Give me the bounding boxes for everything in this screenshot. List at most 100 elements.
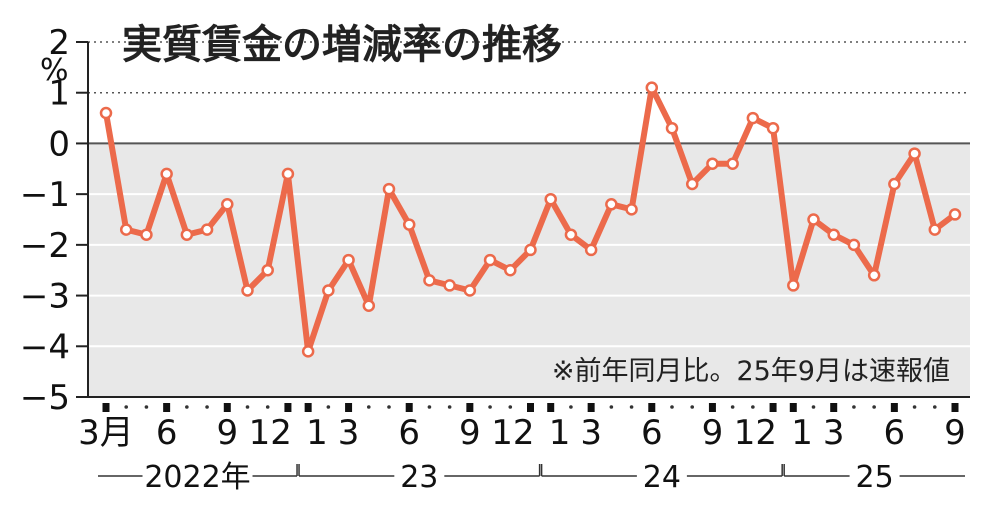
data-point (948, 208, 962, 221)
data-point (645, 81, 659, 94)
x-major-tick (527, 403, 534, 412)
data-point (544, 192, 557, 206)
x-minor-tick (912, 405, 917, 409)
x-major-tick (547, 403, 555, 412)
data-point (726, 157, 739, 170)
x-minor-tick (932, 405, 937, 409)
data-point (180, 228, 194, 241)
x-minor-tick (852, 405, 856, 409)
x-major-tick (223, 403, 231, 412)
negative-region-background (88, 143, 970, 397)
data-point (867, 269, 881, 282)
data-point (362, 299, 376, 312)
x-minor-tick (124, 405, 129, 409)
x-minor-tick (670, 405, 674, 409)
x-tick-labels: 3月 6 9 12 1 3 6 9 12 1 3 6 9 12 1 3 6 9 (78, 403, 966, 453)
data-point (827, 228, 840, 241)
x-major-tick (951, 403, 959, 412)
data-point (625, 203, 638, 216)
data-point (483, 253, 497, 267)
year-label: 23 (400, 460, 438, 495)
data-point (281, 167, 295, 181)
data-point (847, 238, 861, 252)
data-point (665, 121, 679, 135)
year-label: 2022年 (144, 460, 250, 495)
data-point (99, 106, 113, 120)
data-point (928, 223, 942, 236)
x-major-tick (890, 403, 898, 412)
x-minor-tick (205, 405, 209, 409)
y-tick-label: −3 (20, 277, 70, 317)
year-label: 24 (643, 460, 681, 495)
x-tick-label: 12 (249, 413, 292, 453)
chart-note: ※前年同月比。25年9月は速報値 (552, 356, 950, 387)
x-major-tick (284, 403, 292, 412)
axes (76, 41, 970, 409)
x-major-tick (345, 403, 353, 412)
chart-title: 実質賃金の増減率の推移 (122, 22, 562, 68)
y-tick-labels: 2 1 0 −1 −2 −3 −4 −5 (20, 23, 70, 418)
x-minor-tick (730, 405, 735, 409)
x-minor-tick (488, 405, 492, 409)
x-tick-label: 3 (823, 413, 845, 453)
data-point (787, 279, 800, 292)
x-minor-tick (609, 405, 614, 409)
x-tick-label: 9 (702, 413, 724, 453)
y-unit-label: % (40, 53, 69, 88)
x-tick-label: 9 (459, 413, 481, 453)
x-minor-tick (144, 405, 149, 409)
x-minor-tick (185, 405, 189, 409)
x-tick-label: 12 (491, 413, 534, 453)
data-point (706, 157, 719, 170)
data-point (301, 345, 315, 358)
data-point (119, 223, 133, 236)
x-tick-label: 1 (549, 413, 571, 453)
x-minor-tick (427, 405, 432, 409)
data-point (443, 279, 456, 292)
data-point (463, 284, 477, 297)
data-point (382, 182, 396, 196)
plot-background (88, 143, 970, 397)
x-tick-label: 6 (398, 413, 420, 453)
x-tick-label: 3月 (78, 413, 134, 453)
data-point (402, 218, 416, 231)
x-tick-label: 6 (156, 413, 178, 453)
x-major-tick (769, 403, 777, 412)
x-tick-label: 9 (944, 413, 966, 453)
x-tick-label: 1 (306, 413, 328, 453)
data-point (685, 177, 699, 191)
y-tick-label: 2 (48, 23, 70, 63)
data-point (221, 198, 234, 211)
data-point (807, 213, 820, 226)
data-point (140, 228, 153, 241)
x-minor-tick (508, 405, 513, 409)
year-label: 25 (855, 460, 893, 495)
y-tick-label: −2 (20, 226, 70, 266)
x-major-tick (830, 403, 838, 412)
x-major-tick (405, 403, 413, 412)
x-major-tick (304, 403, 312, 412)
x-major-tick (466, 403, 474, 412)
x-major-tick (708, 403, 716, 412)
y-tick-label: −5 (20, 378, 70, 418)
data-point (342, 253, 355, 267)
y-tick-label: −1 (20, 175, 70, 215)
data-point (564, 228, 578, 241)
x-minor-tick (751, 405, 755, 409)
data-point (322, 284, 335, 297)
x-minor-tick (387, 405, 391, 409)
x-major-tick (648, 403, 656, 412)
x-tick-label: 6 (884, 413, 906, 453)
data-point (888, 177, 901, 191)
x-minor-tick (569, 405, 573, 409)
data-point (766, 121, 780, 135)
x-minor-tick (629, 405, 634, 409)
x-minor-tick (245, 405, 250, 409)
data-point (241, 284, 254, 297)
y-tick-label: −4 (20, 327, 70, 367)
x-tick-label: 1 (791, 413, 813, 453)
x-tick-label: 12 (734, 413, 777, 453)
x-minor-tick (447, 405, 452, 409)
x-major-tick (789, 403, 797, 412)
data-point (504, 263, 517, 277)
